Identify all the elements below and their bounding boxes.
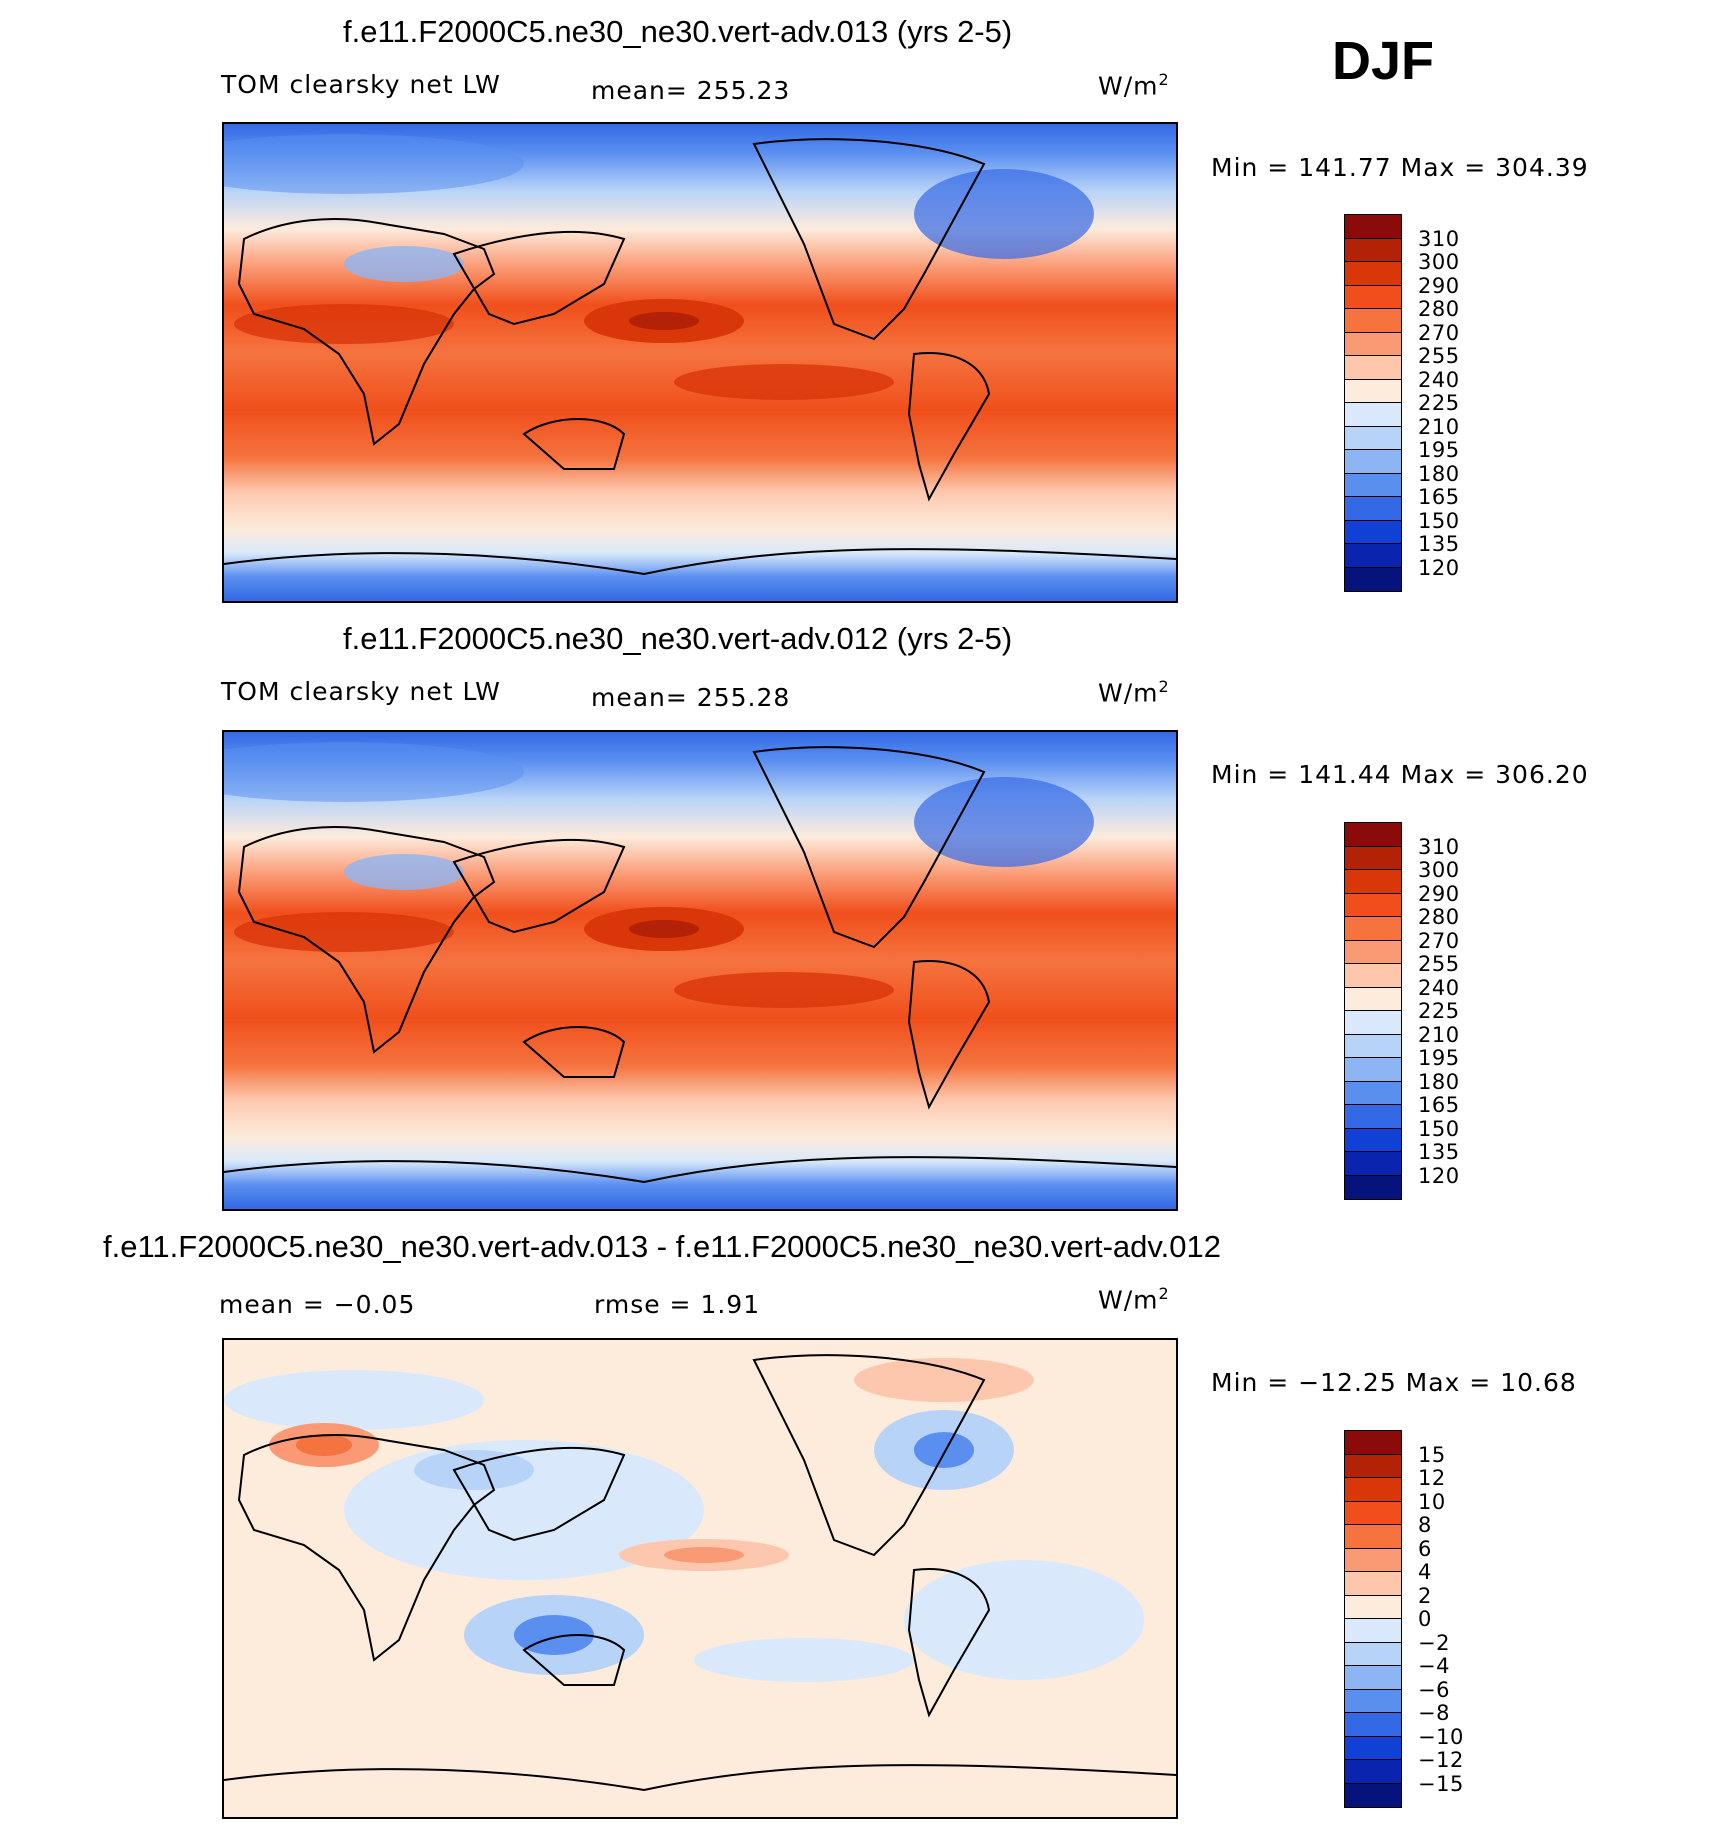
panel2-units: W/m2 [1098, 677, 1170, 708]
panel2-colorbar [1344, 822, 1402, 1200]
colorbar-tick-label: 225 [1418, 999, 1460, 1023]
colorbar-tick-label: 135 [1418, 532, 1460, 556]
colorbar-tick-label: 4 [1418, 1560, 1432, 1584]
panel1-field [224, 124, 1176, 601]
panel1-units: W/m2 [1098, 70, 1170, 101]
panel3-mean-label: mean = −0.05 [219, 1290, 416, 1319]
colorbar-tick-label: 10 [1418, 1489, 1446, 1514]
panel3-colorbar [1344, 1430, 1402, 1808]
colorbar-tick-label: 270 [1418, 928, 1460, 953]
panel3-field [224, 1340, 1176, 1817]
panel2-minmax: Min = 141.44 Max = 306.20 [1211, 760, 1589, 789]
colorbar-tick-label: 195 [1418, 438, 1460, 462]
colorbar-tick-label: 165 [1418, 485, 1460, 509]
colorbar-tick-label: 120 [1418, 1163, 1460, 1188]
colorbar-tick-label: 2 [1418, 1583, 1432, 1608]
colorbar-tick-label: 310 [1418, 226, 1460, 251]
colorbar-tick-label: 290 [1418, 881, 1460, 906]
colorbar-tick-label: 300 [1418, 250, 1460, 274]
colorbar-tick-label: 310 [1418, 834, 1460, 859]
colorbar-tick-label: 120 [1418, 555, 1460, 580]
colorbar-tick-label: 280 [1418, 297, 1460, 321]
colorbar-tick-label: 210 [1418, 414, 1460, 439]
colorbar-tick-label: 150 [1418, 508, 1460, 533]
colorbar-tick-label: 15 [1418, 1442, 1446, 1467]
colorbar-tick-label: −6 [1418, 1677, 1450, 1702]
colorbar-tick-label: 225 [1418, 391, 1460, 415]
colorbar-tick-label: −4 [1418, 1654, 1450, 1678]
panel1-minmax: Min = 141.77 Max = 304.39 [1211, 153, 1589, 182]
colorbar-tick-label: 6 [1418, 1536, 1432, 1561]
colorbar-tick-label: 240 [1418, 975, 1460, 1000]
panel3-map [222, 1338, 1178, 1819]
panel2-title: f.e11.F2000C5.ne30_ne30.vert-adv.012 (yr… [343, 621, 1013, 656]
panel2-variable-label: TOM clearsky net LW [221, 677, 501, 706]
colorbar-tick-label: 165 [1418, 1093, 1460, 1117]
panel3-units: W/m2 [1098, 1284, 1170, 1315]
colorbar-tick-label: −10 [1418, 1724, 1464, 1749]
season-label: DJF [1332, 31, 1435, 91]
colorbar-tick-label: 255 [1418, 952, 1460, 976]
colorbar-tick-label: 280 [1418, 905, 1460, 929]
colorbar-tick-label: 180 [1418, 461, 1460, 486]
colorbar-tick-label: 135 [1418, 1140, 1460, 1164]
colorbar-tick-label: 240 [1418, 367, 1460, 392]
panel1-title: f.e11.F2000C5.ne30_ne30.vert-adv.013 (yr… [343, 14, 1013, 49]
panel1-map [222, 122, 1178, 603]
colorbar-tick-label: 270 [1418, 320, 1460, 345]
panel2-field [224, 732, 1176, 1209]
colorbar-tick-label: 8 [1418, 1513, 1432, 1537]
panel1-mean-label: mean= 255.23 [591, 76, 791, 105]
colorbar-tick-label: 290 [1418, 273, 1460, 298]
colorbar-tick-label: 255 [1418, 344, 1460, 368]
panel2-map [222, 730, 1178, 1211]
panel1-colorbar [1344, 214, 1402, 592]
panel2-mean-label: mean= 255.28 [591, 683, 791, 712]
colorbar-tick-label: −2 [1418, 1630, 1450, 1655]
colorbar-tick-label: 0 [1418, 1607, 1432, 1631]
colorbar-tick-label: 150 [1418, 1116, 1460, 1141]
colorbar-tick-label: 300 [1418, 858, 1460, 882]
colorbar-tick-label: −15 [1418, 1771, 1464, 1796]
colorbar-tick-label: 12 [1418, 1466, 1446, 1490]
panel3-rmse-label: rmse = 1.91 [594, 1290, 761, 1319]
panel1-variable-label: TOM clearsky net LW [221, 70, 501, 99]
colorbar-tick-label: 180 [1418, 1069, 1460, 1094]
colorbar-tick-label: −12 [1418, 1748, 1464, 1772]
panel3-title: f.e11.F2000C5.ne30_ne30.vert-adv.013 - f… [103, 1229, 1221, 1264]
panel3-minmax: Min = −12.25 Max = 10.68 [1211, 1368, 1577, 1397]
colorbar-tick-label: 210 [1418, 1022, 1460, 1047]
colorbar-tick-label: −8 [1418, 1701, 1450, 1725]
colorbar-tick-label: 195 [1418, 1046, 1460, 1070]
